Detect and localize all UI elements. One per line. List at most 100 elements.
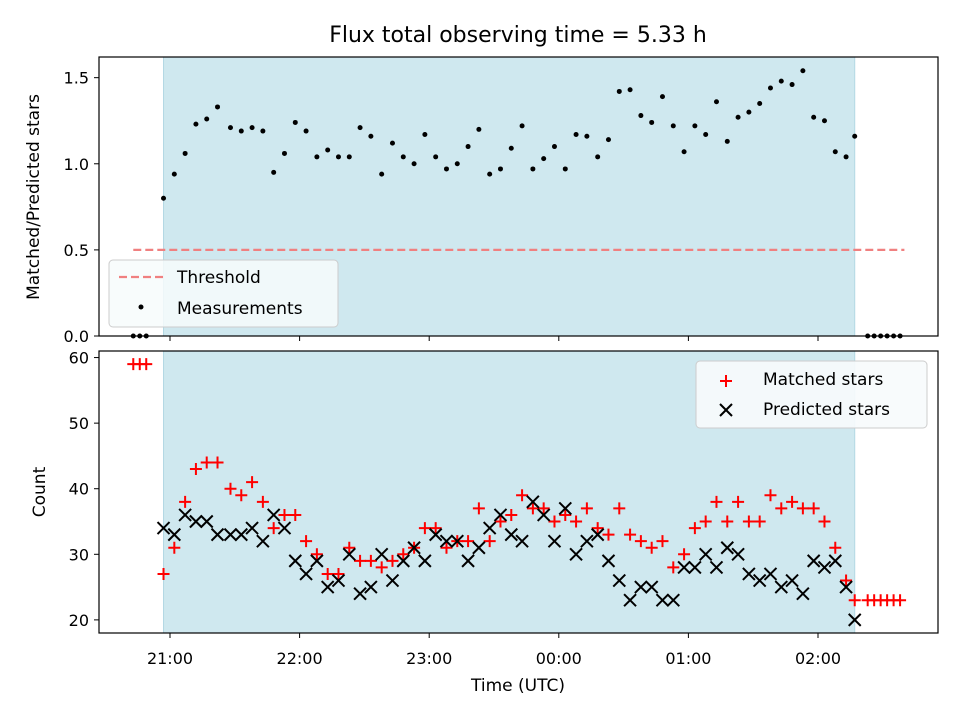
predicted-star-marker: [364, 580, 378, 594]
measurement-point: [800, 68, 806, 74]
measurement-point: [811, 114, 817, 120]
matched-star-marker: [732, 495, 745, 508]
matched-star-marker: [688, 522, 701, 535]
measurement-point: [379, 171, 385, 177]
matched-star-marker: [775, 502, 788, 515]
matched-star-marker: [753, 515, 766, 528]
measurement-point: [454, 161, 460, 167]
measurement-point: [703, 132, 709, 137]
predicted-star-marker: [828, 554, 842, 568]
predicted-star-marker: [156, 521, 171, 535]
matched-star-marker: [200, 456, 213, 469]
bottom-y-tick-label: 40: [69, 480, 89, 499]
predicted-star-marker: [731, 547, 745, 562]
predicted-star-marker: [569, 547, 583, 562]
predicted-star-marker: [374, 547, 389, 562]
matched-star-marker: [742, 515, 755, 528]
predicted-star-marker: [245, 521, 259, 535]
predicted-star-marker: [623, 593, 637, 607]
measurement-point: [335, 154, 341, 160]
bottom-y-tick-label: 50: [69, 414, 89, 433]
bottom-x-tick-label: 01:00: [665, 649, 711, 668]
figure-title: Flux total observing time = 5.33 h: [329, 23, 707, 48]
predicted-star-marker: [806, 554, 821, 568]
matched-star-marker: [667, 561, 680, 574]
measurement-point: [357, 125, 363, 131]
predicted-legend-marker: [719, 403, 733, 417]
threshold-legend-label: Threshold: [176, 268, 261, 288]
measurement-point: [443, 166, 449, 172]
measurement-point: [573, 132, 579, 137]
predicted-star-marker: [482, 521, 497, 535]
predicted-star-marker: [439, 534, 454, 548]
matched-star-marker: [645, 541, 658, 554]
measurement-point: [638, 113, 644, 119]
predicted-legend-label: Predicted stars: [763, 400, 890, 420]
measurement-point: [789, 82, 795, 88]
measurement-point: [260, 128, 266, 134]
measurement-point: [171, 171, 177, 177]
predicted-star-marker: [504, 527, 518, 542]
matched-star-marker: [829, 541, 842, 554]
predicted-star-marker: [342, 547, 356, 562]
predicted-star-marker: [234, 527, 248, 542]
matched-star-marker: [516, 489, 529, 502]
measurement-point: [843, 154, 849, 160]
predicted-star-marker: [677, 560, 691, 575]
matched-star-marker: [235, 489, 248, 502]
predicted-star-marker: [558, 501, 572, 516]
measurement-point: [215, 104, 221, 110]
bottom-y-tick-label: 20: [69, 611, 89, 630]
bottom-x-tick-label: 00:00: [536, 649, 582, 668]
matched-star-marker: [591, 522, 604, 535]
predicted-star-marker: [752, 573, 767, 588]
matched-star-marker: [807, 502, 820, 515]
measurement-point: [476, 126, 482, 132]
measurement-point: [227, 125, 233, 131]
matched-star-marker: [656, 535, 669, 548]
measurement-point: [670, 123, 676, 129]
matched-star-marker: [246, 476, 259, 489]
predicted-star-marker: [688, 560, 702, 575]
bottom-axes-frame: [98, 350, 939, 634]
predicted-star-marker: [742, 567, 756, 581]
predicted-star-marker: [580, 534, 594, 548]
measurement-point: [659, 94, 665, 100]
measurement-point: [627, 87, 633, 93]
predicted-star-marker: [526, 495, 540, 509]
measurement-point: [562, 166, 568, 172]
bottom-x-tick-label: 22:00: [277, 649, 323, 668]
predicted-star-marker: [288, 554, 302, 568]
top-y-tick-label: 1.0: [64, 155, 89, 174]
predicted-star-marker: [515, 534, 529, 548]
matched-star-marker: [386, 554, 399, 567]
matched-star-marker: [418, 522, 431, 535]
measurement-point: [713, 99, 719, 105]
matched-star-marker: [848, 594, 861, 607]
bottom-x-tick-label: 02:00: [795, 649, 841, 668]
bottom-panel: 20 30 40 50 60 21:00 22:00 23:00 00:00 01:00 02:00…: [30, 349, 939, 696]
matched-star-marker: [570, 515, 583, 528]
measurement-point: [649, 119, 655, 125]
measurement-point: [422, 132, 428, 137]
bottom-y-tick-label: 30: [69, 545, 89, 564]
measurement-point: [724, 138, 730, 144]
measurement-point: [832, 149, 838, 155]
matched-star-marker: [440, 541, 453, 554]
measurement-point: [389, 140, 395, 146]
predicted-star-marker: [709, 560, 724, 575]
matched-star-marker: [332, 567, 345, 580]
matched-star-marker: [483, 535, 496, 548]
bottom-legend-box: [695, 360, 928, 429]
matched-star-marker: [678, 548, 691, 561]
matched-star-marker: [505, 508, 518, 521]
top-y-axis-label: Matched/Predicted stars: [24, 94, 44, 300]
predicted-star-marker: [299, 567, 313, 581]
predicted-star-marker: [472, 541, 486, 555]
matched-star-marker: [818, 515, 831, 528]
matched-star-marker: [189, 463, 202, 476]
predicted-star-marker: [644, 580, 659, 594]
measurement-point: [271, 169, 277, 175]
measurement-point: [605, 137, 611, 143]
matched-star-marker: [168, 541, 181, 554]
